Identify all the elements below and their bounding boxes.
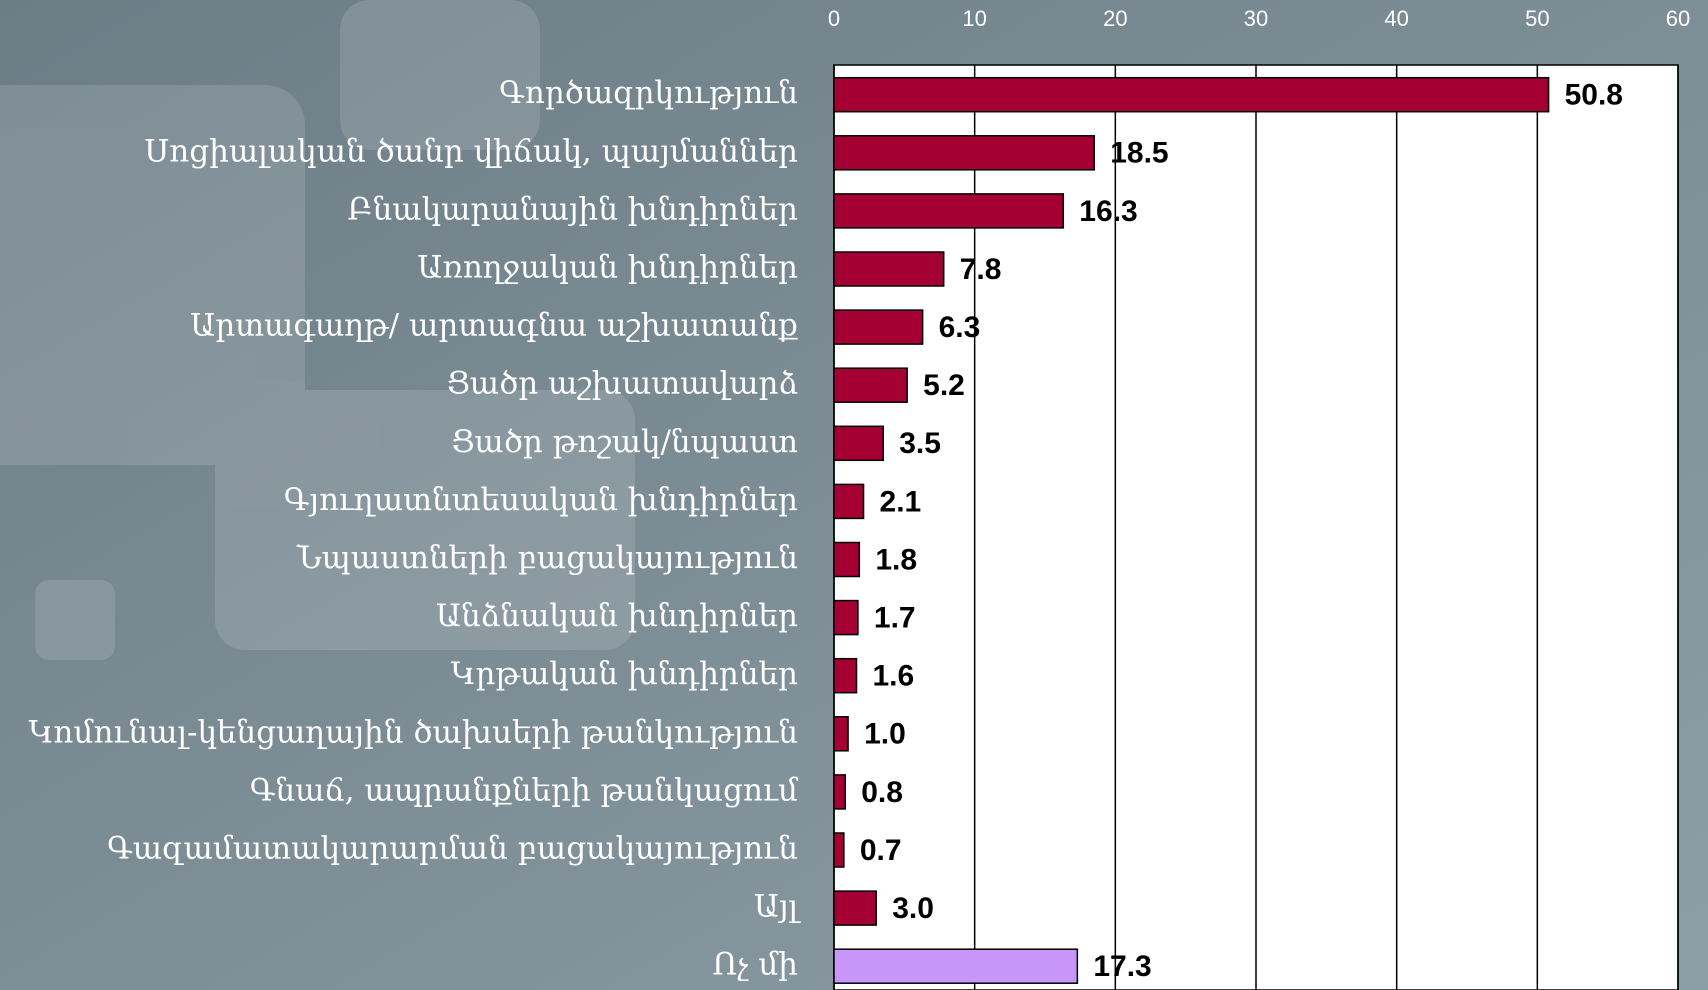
category-label: Գնաճ, ապրանքների թանկացում [250,772,799,808]
value-label: 1.6 [873,660,915,693]
value-label: 3.0 [892,892,934,925]
x-tick-label: 30 [1244,6,1268,31]
value-label: 17.3 [1093,950,1151,983]
bar [834,252,944,286]
bar [834,310,923,344]
bar [834,833,844,867]
category-label: Կոմունալ-կենցաղային ծախսերի թանկություն [28,714,798,750]
category-label: Գյուղատնտեսական խնդիրներ [284,482,798,518]
category-label: Գործազրկություն [499,75,798,111]
bar [834,426,883,460]
category-label: Առողջական խնդիրներ [417,250,798,286]
bar [834,717,848,751]
bar [834,659,857,693]
category-label: Կրթական խնդիրներ [451,656,798,692]
bar [834,891,876,925]
chart: 0 10 20 30 40 50 60 Գործազրկություն 50.8 Սոցիալակ… [0,0,1708,990]
bar [834,78,1549,112]
category-label: Արտագաղթ/ արտագնա աշխատանք [190,308,798,344]
category-label: Այլ [754,889,802,925]
x-tick-label: 10 [962,6,986,31]
value-label: 1.7 [874,602,916,635]
category-label: Ոչ մի [712,947,798,983]
category-label: Գազամատակարարման բացակայություն [107,831,798,867]
x-tick-label: 50 [1525,6,1549,31]
category-label: Սոցիալական ծանր վիճակ, պայմաններ [144,133,798,169]
x-tick-label: 40 [1384,6,1408,31]
value-label: 18.5 [1110,137,1168,170]
value-label: 6.3 [939,311,981,344]
x-tick-label: 20 [1103,6,1127,31]
value-label: 7.8 [960,253,1002,286]
bar [834,194,1063,228]
category-label: Ցածր թոշակ/նպաստ [451,424,798,460]
bar [834,484,864,518]
value-label: 0.8 [861,776,903,809]
value-label: 16.3 [1079,195,1137,228]
bar [834,601,858,635]
bar [834,775,845,809]
value-label: 0.7 [860,834,902,867]
value-label: 2.1 [880,485,922,518]
category-label: Բնակարանային խնդիրներ [347,191,798,227]
bar [834,136,1094,170]
value-label: 3.5 [899,427,941,460]
bar [834,368,907,402]
value-label: 50.8 [1565,79,1623,112]
category-label: Ցածր աշխատավարձ [447,366,798,402]
x-tick-label: 60 [1666,6,1690,31]
bar [834,949,1077,983]
category-label: Նպաստների բացակայություն [296,540,798,576]
value-label: 1.8 [875,543,917,576]
x-tick-label: 0 [828,6,840,31]
bar [834,543,859,577]
category-label: Անձնական խնդիրներ [436,598,798,634]
value-label: 1.0 [864,718,906,751]
value-label: 5.2 [923,369,965,402]
